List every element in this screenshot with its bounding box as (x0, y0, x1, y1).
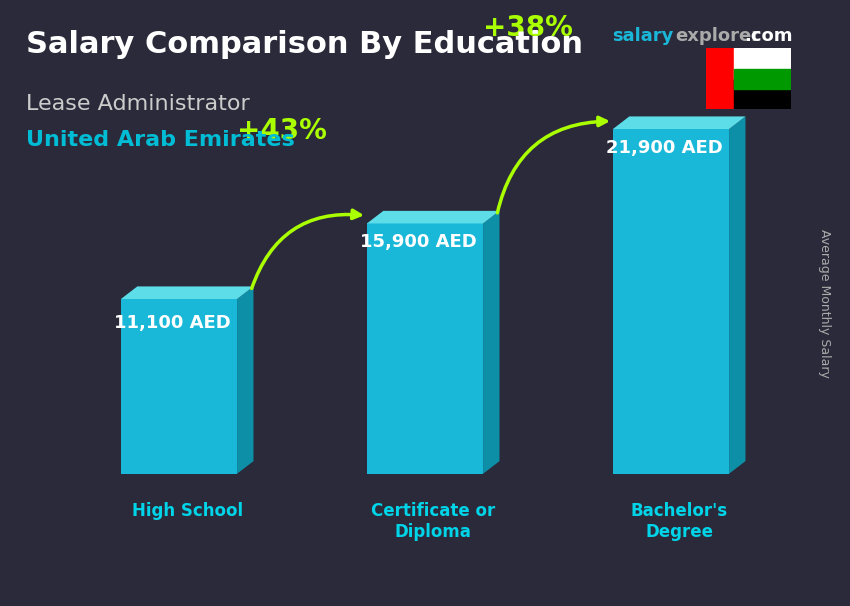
Text: High School: High School (132, 502, 243, 520)
Polygon shape (121, 287, 253, 299)
Polygon shape (367, 211, 500, 224)
Bar (734, 79, 790, 109)
Text: explorer: explorer (676, 27, 761, 45)
Text: Lease Administrator: Lease Administrator (26, 94, 249, 114)
Polygon shape (483, 211, 500, 474)
Polygon shape (367, 224, 483, 474)
Text: Average Monthly Salary: Average Monthly Salary (818, 228, 831, 378)
Text: Salary Comparison By Education: Salary Comparison By Education (26, 30, 582, 59)
Text: Certificate or
Diploma: Certificate or Diploma (371, 502, 496, 541)
Text: +43%: +43% (236, 117, 326, 145)
Polygon shape (613, 129, 729, 474)
Text: +38%: +38% (483, 15, 572, 42)
Text: Bachelor's
Degree: Bachelor's Degree (631, 502, 728, 541)
Text: 15,900 AED: 15,900 AED (360, 233, 477, 251)
Text: 21,900 AED: 21,900 AED (606, 139, 722, 157)
Bar (734, 68, 790, 88)
Text: 11,100 AED: 11,100 AED (114, 314, 231, 331)
Polygon shape (237, 287, 253, 474)
Text: .com: .com (744, 27, 792, 45)
Polygon shape (613, 116, 745, 129)
Polygon shape (121, 299, 237, 474)
Text: salary: salary (612, 27, 673, 45)
Bar (734, 48, 790, 79)
Text: United Arab Emirates: United Arab Emirates (26, 130, 294, 150)
Bar (706, 48, 734, 109)
Polygon shape (729, 116, 745, 474)
